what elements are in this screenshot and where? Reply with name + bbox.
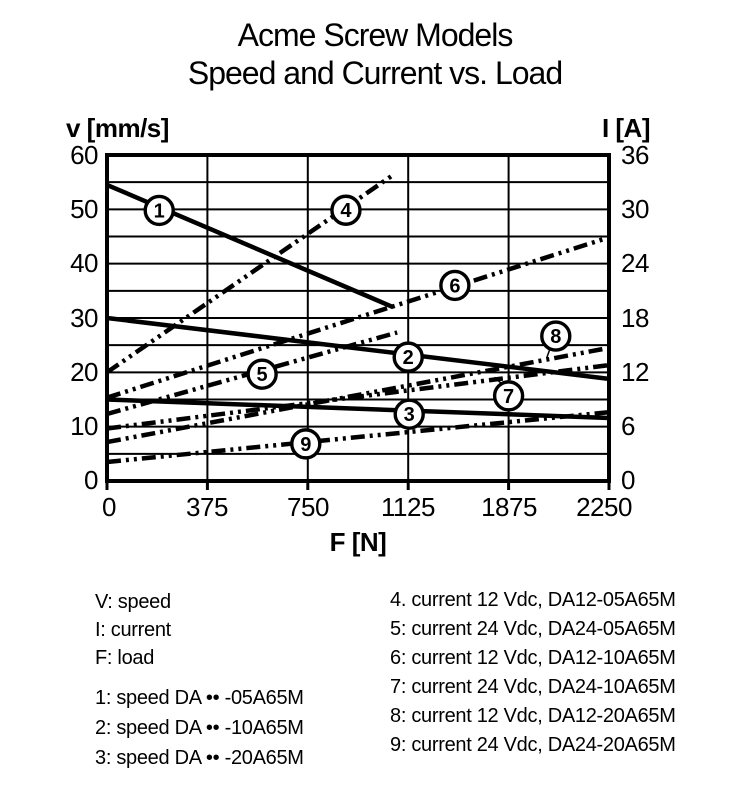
series-7-marker-circle <box>492 380 525 412</box>
legend-item-8: 8: current 12 Vdc, DA12-20A65M <box>390 705 676 727</box>
series-2-marker-number: 2 <box>403 347 414 369</box>
y-right-tick: 12 <box>621 357 649 387</box>
y-left-tick: 20 <box>70 357 98 387</box>
y-left-axis-name: v [mm/s] <box>66 113 169 143</box>
legend-def-current: I: current <box>95 619 171 641</box>
legend-column-left: V: speed I: current F: load 1: speed DA … <box>95 588 385 773</box>
series-9-line <box>106 409 610 465</box>
series-6-marker-number: 6 <box>449 275 460 297</box>
series-2-marker-circle <box>392 341 424 373</box>
legend-item-9: 9: current 24 Vdc, DA24-20A65M <box>390 734 676 756</box>
series-6-marker-circle <box>439 269 471 302</box>
series-6-line <box>106 235 610 400</box>
x-tick: 750 <box>287 492 329 522</box>
x-tick: 1875 <box>481 492 537 522</box>
series-markers: 1 2 3 4 5 6 7 8 9 <box>143 194 572 460</box>
y-right-tick: 18 <box>621 303 649 333</box>
series-3-marker-circle <box>393 398 425 430</box>
series-5-marker-circle <box>246 358 278 390</box>
y-right-axis-name: I [A] <box>602 113 650 143</box>
series-4-marker: 4 <box>330 194 362 226</box>
chart-title-line-1: Acme Screw Models <box>237 17 514 53</box>
x-tick: 0 <box>102 492 116 522</box>
y-right-tick: 36 <box>621 140 649 170</box>
series-8-marker: 8 <box>540 320 572 352</box>
y-left-tick: 30 <box>70 303 98 333</box>
x-tick: 375 <box>186 492 228 522</box>
y-right-tick: 24 <box>621 248 649 278</box>
series-5-marker: 5 <box>246 358 278 390</box>
y-right-tick: 6 <box>621 411 635 441</box>
series-1-marker-circle <box>143 194 175 227</box>
y-right-tick: 0 <box>621 465 635 495</box>
chart-title-line-2: Speed and Current vs. Load <box>187 55 563 91</box>
y-left-tick: 60 <box>70 140 98 170</box>
legend-item-7: 7: current 24 Vdc, DA24-10A65M <box>390 676 676 698</box>
y-left-tick: 10 <box>70 411 98 441</box>
legend-item-6: 6: current 12 Vdc, DA12-10A65M <box>390 647 676 669</box>
chart-title: Acme Screw Models Speed and Current vs. … <box>0 16 750 92</box>
series-3-line <box>106 397 610 421</box>
series-9-marker-circle <box>290 428 322 460</box>
y-left-tick: 40 <box>70 248 98 278</box>
series-2-marker: 2 <box>392 341 424 373</box>
legend-item-5: 5: current 24 Vdc, DA24-05A65M <box>390 618 676 640</box>
legend-column-right: 4. current 12 Vdc, DA12-05A65M 5: curren… <box>390 586 730 760</box>
series-4-marker-number: 4 <box>340 200 352 222</box>
series-9-marker-number: 9 <box>300 434 311 456</box>
series-1-marker-number: 1 <box>154 200 165 222</box>
y-right-tick: 30 <box>621 194 649 224</box>
series-8-marker-number: 8 <box>550 326 561 348</box>
series-2-line <box>106 315 610 382</box>
series-7-marker: 7 <box>492 380 525 412</box>
legend-def-speed: V: speed <box>95 591 171 613</box>
legend-item-4: 4. current 12 Vdc, DA12-05A65M <box>390 589 676 611</box>
y-left-tick: 50 <box>70 194 98 224</box>
series-7-marker-number: 7 <box>503 386 514 408</box>
plot-border <box>105 153 611 483</box>
series-3-marker-number: 3 <box>404 404 415 426</box>
y-left-tick: 0 <box>84 465 98 495</box>
x-axis-name: F [N] <box>330 527 387 557</box>
series-1-marker: 1 <box>143 194 175 227</box>
x-tick: 2250 <box>576 492 632 522</box>
series-6-marker: 6 <box>439 269 471 302</box>
legend-item-3: 3: speed DA •• -20A65M <box>95 747 304 769</box>
series-9-marker: 9 <box>290 428 322 460</box>
series-3-marker: 3 <box>393 398 425 430</box>
legend-item-1: 1: speed DA •• -05A65M <box>95 687 304 709</box>
series-4-marker-circle <box>330 194 362 226</box>
series-8-line <box>106 345 610 445</box>
series-8-marker-circle <box>540 320 572 352</box>
x-tick: 1125 <box>381 492 435 522</box>
legend-def-load: F: load <box>95 647 155 669</box>
series-5-marker-number: 5 <box>257 364 268 386</box>
legend-item-2: 2: speed DA •• -10A65M <box>95 717 304 739</box>
